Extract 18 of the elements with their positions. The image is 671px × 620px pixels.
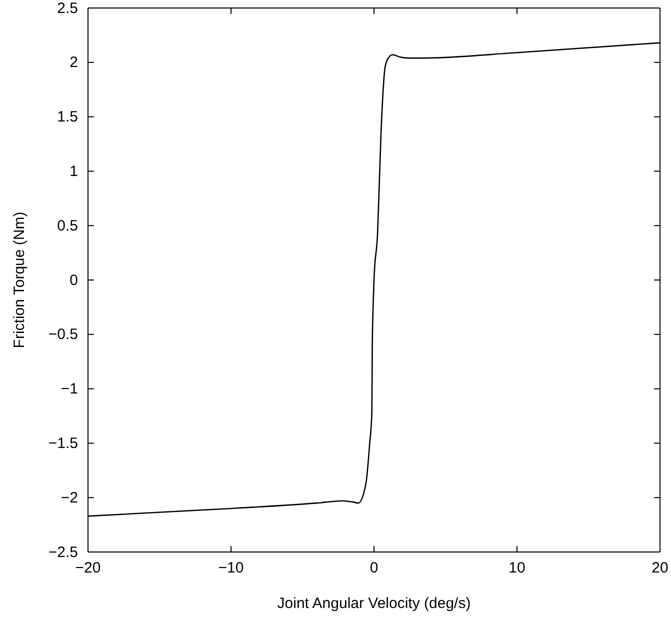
y-tick-label: 1.5 bbox=[57, 108, 78, 126]
y-tick-label: 2 bbox=[70, 54, 78, 72]
x-tick-label: 0 bbox=[370, 560, 378, 577]
x-tick-label: 20 bbox=[652, 560, 668, 577]
y-tick-label: −2.5 bbox=[48, 544, 78, 561]
x-tick-label: −10 bbox=[218, 560, 244, 577]
x-tick-label: −20 bbox=[75, 560, 101, 577]
y-tick-label: −1 bbox=[60, 380, 78, 398]
y-tick-label: −0.5 bbox=[48, 326, 78, 344]
y-tick-label: 0 bbox=[70, 272, 78, 289]
x-tick-label: 10 bbox=[508, 560, 526, 577]
x-axis-title: Joint Angular Velocity (deg/s) bbox=[277, 595, 471, 612]
y-tick-label: 1 bbox=[70, 163, 78, 180]
y-tick-label: −1.5 bbox=[48, 435, 78, 452]
y-tick-label: 0.5 bbox=[57, 217, 78, 234]
y-tick-label: −2 bbox=[60, 489, 78, 506]
y-axis-title: Friction Torque (Nm) bbox=[11, 212, 28, 348]
y-tick-label: 2.5 bbox=[57, 0, 78, 17]
